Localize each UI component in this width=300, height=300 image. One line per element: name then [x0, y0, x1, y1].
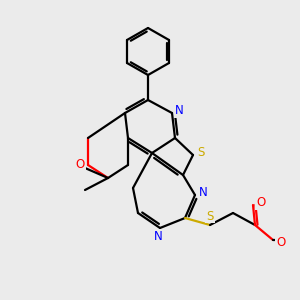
Text: S: S: [206, 209, 214, 223]
Text: O: O: [75, 158, 85, 172]
Text: N: N: [175, 104, 183, 118]
Text: N: N: [154, 230, 162, 242]
Text: S: S: [197, 146, 205, 160]
Text: O: O: [276, 236, 286, 248]
Text: O: O: [256, 196, 266, 209]
Text: N: N: [199, 187, 207, 200]
